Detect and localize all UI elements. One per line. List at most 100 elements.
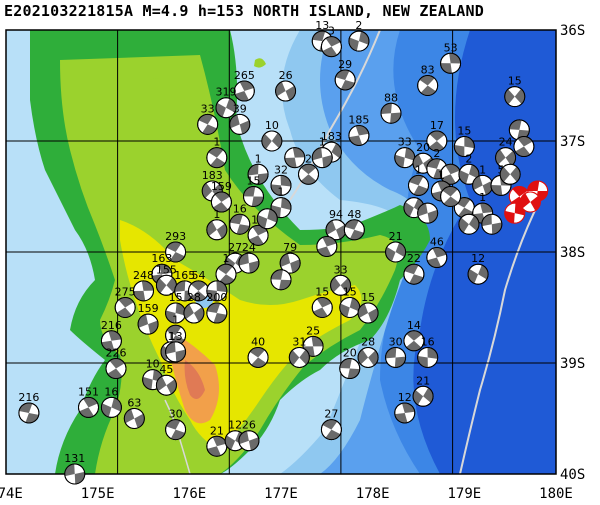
event-depth-label: 1 [479,191,486,204]
event-depth-label: 27 [324,408,338,421]
focal-mechanism: 15 [504,75,526,108]
event-depth-label: 165 [174,269,195,282]
event-depth-label: 10 [265,119,279,132]
focal-mechanism: 10 [261,119,283,152]
event-depth-label: 20 [343,347,357,360]
event-depth-label: 29 [338,58,352,71]
event-depth-label: 21 [416,374,430,387]
event-depth-label: 79 [283,241,297,254]
focal-mechanism: 248 [133,269,154,302]
event-depth-label: 226 [106,347,127,360]
focal-mechanism [440,186,462,207]
event-depth-label: 1 [172,313,179,326]
focal-mechanism: 319 [215,86,237,119]
event-depth-label: 88 [384,91,398,104]
focal-mechanism: 1 [206,208,228,241]
event-depth-label: 185 [348,113,369,126]
focal-mechanism: 88 [380,91,402,124]
lon-tick-label: 179E [447,486,481,502]
focal-mechanism: 15 [453,125,475,158]
map-title: E202103221815A M=4.9 h=153 NORTH ISLAND,… [4,2,484,20]
focal-mechanism: 2 [458,152,480,185]
lat-tick-label: 37S [560,134,585,150]
event-depth-label: 15 [457,125,471,138]
focal-mechanism [481,213,503,235]
graticule [5,29,557,475]
island [254,58,266,68]
lat-tick-label: 36S [560,23,585,39]
focal-mechanism: 1 [408,163,429,196]
focal-mechanism: 216 [18,391,39,424]
event-depth-label: 24 [499,136,513,149]
focal-mechanism: 155 [155,263,177,296]
event-depth-label: 45 [159,363,173,376]
event-depth-label: 2 [465,152,472,165]
focal-mechanism: 3 [320,25,342,58]
event-depth-label: 159 [138,302,159,315]
event-depth-label: 28 [187,291,201,304]
event-depth-label: 155 [156,263,177,276]
event-depth-label: 63 [127,397,141,410]
event-depth-label: 2 [433,147,440,160]
event-depth-label: 216 [101,319,122,332]
event-depth-label: 15 [247,175,261,188]
focal-mechanism: 1 [206,136,228,169]
event-depth-label: 21 [389,230,403,243]
focal-mechanism: 63 [123,397,145,429]
lon-tick-label: 175E [81,486,115,502]
event-depth-label: 46 [430,236,444,249]
event-depth-label: 159 [211,180,232,193]
event-depth-label: 21 [210,424,224,437]
event-depth-label: 12 [228,419,242,432]
focal-mechanism [458,213,480,235]
event-depth-label: 20 [416,141,430,154]
event-depth-label: 163 [151,252,172,265]
focal-mechanism: 159 [210,180,232,213]
focal-mechanism: 15 [357,291,379,324]
focal-mechanism: 16 [417,335,439,368]
focal-mechanism: 151 [78,385,99,418]
event-depth-label: 22 [407,252,421,265]
focal-mechanism: 45 [155,363,177,396]
focal-mechanism [519,191,541,213]
focal-mechanism: 159 [137,302,159,335]
focal-mechanism: 1 [472,163,494,196]
event-depth-label: 32 [274,163,288,176]
focal-mechanism: 40 [247,335,269,368]
focal-mechanism: 16 [100,385,122,418]
event-depth-label: 53 [444,41,458,54]
focal-mechanism [206,280,228,302]
focal-mechanism [508,119,530,141]
focal-mechanism: 79 [279,241,301,274]
event-depth-label: 54 [192,269,206,282]
event-depth-label: 1 [479,163,486,176]
event-depth-label: 13 [315,19,329,32]
focal-mechanism: 275 [114,286,136,318]
event-depth-label: 25 [306,324,320,337]
event-depth-label: 1 [415,163,422,176]
event-depth-label: 15 [315,286,329,299]
focal-mechanism: 94 [325,208,347,241]
event-depth-label: 31 [292,335,306,348]
event-depth-label: 27 [228,241,242,254]
focal-mechanism: 14 [403,319,425,352]
event-depth-label: 1 [438,169,445,182]
focal-mechanism: 1 [215,252,237,285]
focal-mechanism: 15 [311,286,333,318]
event-depth-label: 319 [216,86,237,99]
focal-mechanism [284,147,306,169]
event-depth-label: 94 [329,208,343,221]
focal-mechanism: 12 [467,252,489,285]
event-depth-label: 1 [168,330,175,343]
event-depth-label: 16 [421,335,435,348]
focal-mechanism [316,235,338,257]
event-depth-label: 33 [398,136,412,149]
event-depth-label: 15 [343,286,357,299]
focal-mechanism: 1 [270,186,292,219]
event-depth-label: 248 [133,269,154,282]
event-depth-label: 83 [421,64,435,77]
focal-mechanism [270,269,292,291]
event-depth-label: 13 [169,330,183,343]
